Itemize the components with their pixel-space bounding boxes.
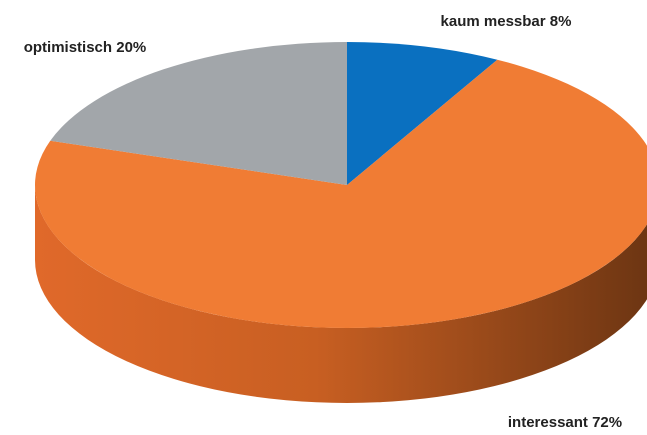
pie-slice (35, 59, 647, 329)
data-label: optimistisch 20% (24, 39, 147, 56)
pie-slice (50, 42, 348, 185)
label-category: optimistisch (24, 39, 112, 56)
label-value: 20% (116, 39, 146, 56)
data-label: kaum messbar 8% (441, 13, 572, 30)
data-label: interessant 72% (508, 414, 622, 431)
pie-slice (347, 42, 498, 185)
label-value: 72% (592, 414, 622, 431)
pie-side (35, 185, 647, 403)
label-category: interessant (508, 414, 588, 431)
label-category: kaum messbar (441, 13, 546, 30)
label-value: 8% (550, 13, 572, 30)
